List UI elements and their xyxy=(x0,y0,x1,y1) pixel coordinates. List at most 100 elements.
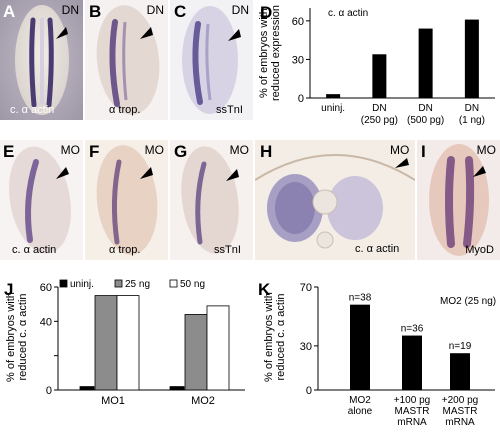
x-tick-label: MO1 xyxy=(101,395,125,407)
y-axis-label: % of embryos withreduced expression xyxy=(258,5,282,101)
panel-c-label: C xyxy=(174,2,187,21)
bar xyxy=(94,295,118,391)
panel-a-image: A DN c. α actin xyxy=(0,0,83,120)
y-tick-label: 30 xyxy=(292,54,304,66)
panel-b-caption: α trop. xyxy=(109,104,141,116)
arrowhead-icon xyxy=(56,167,69,179)
y-tick-label: 0 xyxy=(46,385,52,397)
y-axis-label: % of embryos withreduced c. α actin xyxy=(5,292,29,382)
legend-label: 25 ng xyxy=(125,279,150,290)
panel-k-label: K xyxy=(258,280,271,299)
embryo-image-e xyxy=(0,140,83,260)
embryo-image-b xyxy=(85,0,168,120)
panel-a-tag: DN xyxy=(61,3,79,17)
y-tick-label: 0 xyxy=(306,385,312,397)
y-tick-label: 30 xyxy=(300,341,312,353)
panel-h-caption: c. α actin xyxy=(355,243,400,255)
chart-d: 0 30 60 c. α actin % of embryos withreduced … xyxy=(255,0,500,130)
embryo-image-c xyxy=(170,0,253,120)
panel-i-image: I MO MyoD xyxy=(417,140,500,260)
x-tick-label: MASTR xyxy=(395,406,430,417)
legend-swatch xyxy=(169,279,178,288)
data-label: n=36 xyxy=(401,324,424,335)
panel-i-caption: MyoD xyxy=(465,244,494,256)
y-tick-label: 0 xyxy=(298,93,304,105)
panel-g-image: G MO ssTnI xyxy=(170,140,253,260)
x-tick-label: mRNA xyxy=(397,417,427,428)
panel-f-tag: MO xyxy=(144,143,164,157)
x-tick-label: alone xyxy=(348,406,373,417)
panel-b-image: B DN α trop. xyxy=(85,0,168,120)
arrowhead-icon xyxy=(140,167,153,179)
panel-c-tag: DN xyxy=(231,3,249,17)
chart-j: 0 40 60 % of embryos withreduced c. α actin… xyxy=(0,275,250,430)
y-axis-label: % of embryos withreduced c. α actin xyxy=(263,292,287,382)
x-tick-label: DN xyxy=(418,103,432,114)
x-tick-label: +100 pg xyxy=(394,395,430,406)
panel-c-image: C DN ssTnI xyxy=(170,0,253,120)
y-tick-label: 60 xyxy=(292,16,304,28)
y-tick-label: 70 xyxy=(300,282,312,294)
panel-j-label: J xyxy=(4,280,14,299)
bar xyxy=(326,94,341,98)
panel-e-image: E MO c. α actin xyxy=(0,140,83,260)
x-tick-label: +200 pg xyxy=(442,395,478,406)
panel-i-label: I xyxy=(421,142,426,161)
bar xyxy=(418,28,433,99)
bar xyxy=(169,386,185,391)
panel-f-caption: α trop. xyxy=(109,244,141,256)
bar xyxy=(184,314,208,391)
arrowhead-icon xyxy=(395,158,409,168)
y-tick-label: 40 xyxy=(40,316,52,328)
embryo-image-i xyxy=(417,140,500,260)
x-tick-label: DN xyxy=(372,103,386,114)
bar xyxy=(464,19,479,99)
arrowhead-icon xyxy=(228,29,241,41)
arrowhead-icon xyxy=(226,169,239,181)
chart-title: c. α actin xyxy=(328,8,368,19)
bar xyxy=(350,304,370,390)
x-tick-label: mRNA xyxy=(445,417,475,428)
panel-c-caption: ssTnI xyxy=(216,104,243,116)
panel-b-tag: DN xyxy=(146,3,164,17)
panel-d-label: D xyxy=(260,3,273,22)
panel-e-label: E xyxy=(3,142,15,161)
legend-swatch xyxy=(59,279,68,288)
bar xyxy=(402,335,422,390)
bar xyxy=(206,305,230,391)
panel-g-label: G xyxy=(174,142,188,161)
bar xyxy=(116,295,140,391)
x-tick-label: MO2 xyxy=(349,395,371,406)
bar xyxy=(372,54,387,98)
x-tick-label: (1 ng) xyxy=(459,115,485,126)
chart-d-svg: 0 30 60 c. α actin % of embryos withreduced … xyxy=(258,5,495,126)
panel-a-label: A xyxy=(3,2,16,21)
chart-title: MO2 (25 ng) xyxy=(440,296,496,307)
chart-k-svg: 0 30 70 MO2 (25 ng) % of embryos withreduced… xyxy=(263,282,496,428)
panel-g-caption: ssTnI xyxy=(214,244,241,256)
bar xyxy=(450,353,470,390)
chart-k: 0 30 70 MO2 (25 ng) % of embryos withreduced… xyxy=(250,275,500,430)
panel-g-tag: MO xyxy=(229,143,249,157)
data-label: n=19 xyxy=(449,341,472,352)
y-tick-label: 60 xyxy=(40,282,52,294)
panel-h-label: H xyxy=(260,142,273,161)
panel-e-caption: c. α actin xyxy=(12,244,57,256)
tissue-section-image-h xyxy=(255,140,415,260)
panel-b-label: B xyxy=(89,2,102,21)
arrowhead-icon xyxy=(56,27,68,39)
x-tick-label: DN xyxy=(465,103,479,114)
x-tick-label: uninj. xyxy=(321,103,345,114)
legend-label: 50 ng xyxy=(180,279,205,290)
arrowhead-icon xyxy=(140,27,153,39)
embryo-image-a xyxy=(0,0,83,120)
x-tick-label: (500 pg) xyxy=(407,115,444,126)
embryo-image-g xyxy=(170,140,253,260)
arrowhead-icon xyxy=(473,166,486,177)
embryo-image-f xyxy=(85,140,168,260)
x-tick-label: (250 pg) xyxy=(361,115,398,126)
panel-h-image: H MO c. α actin xyxy=(255,140,415,260)
bar xyxy=(79,386,95,391)
panel-a-caption: c. α actin xyxy=(10,104,55,116)
panel-i-tag: MO xyxy=(476,143,496,157)
